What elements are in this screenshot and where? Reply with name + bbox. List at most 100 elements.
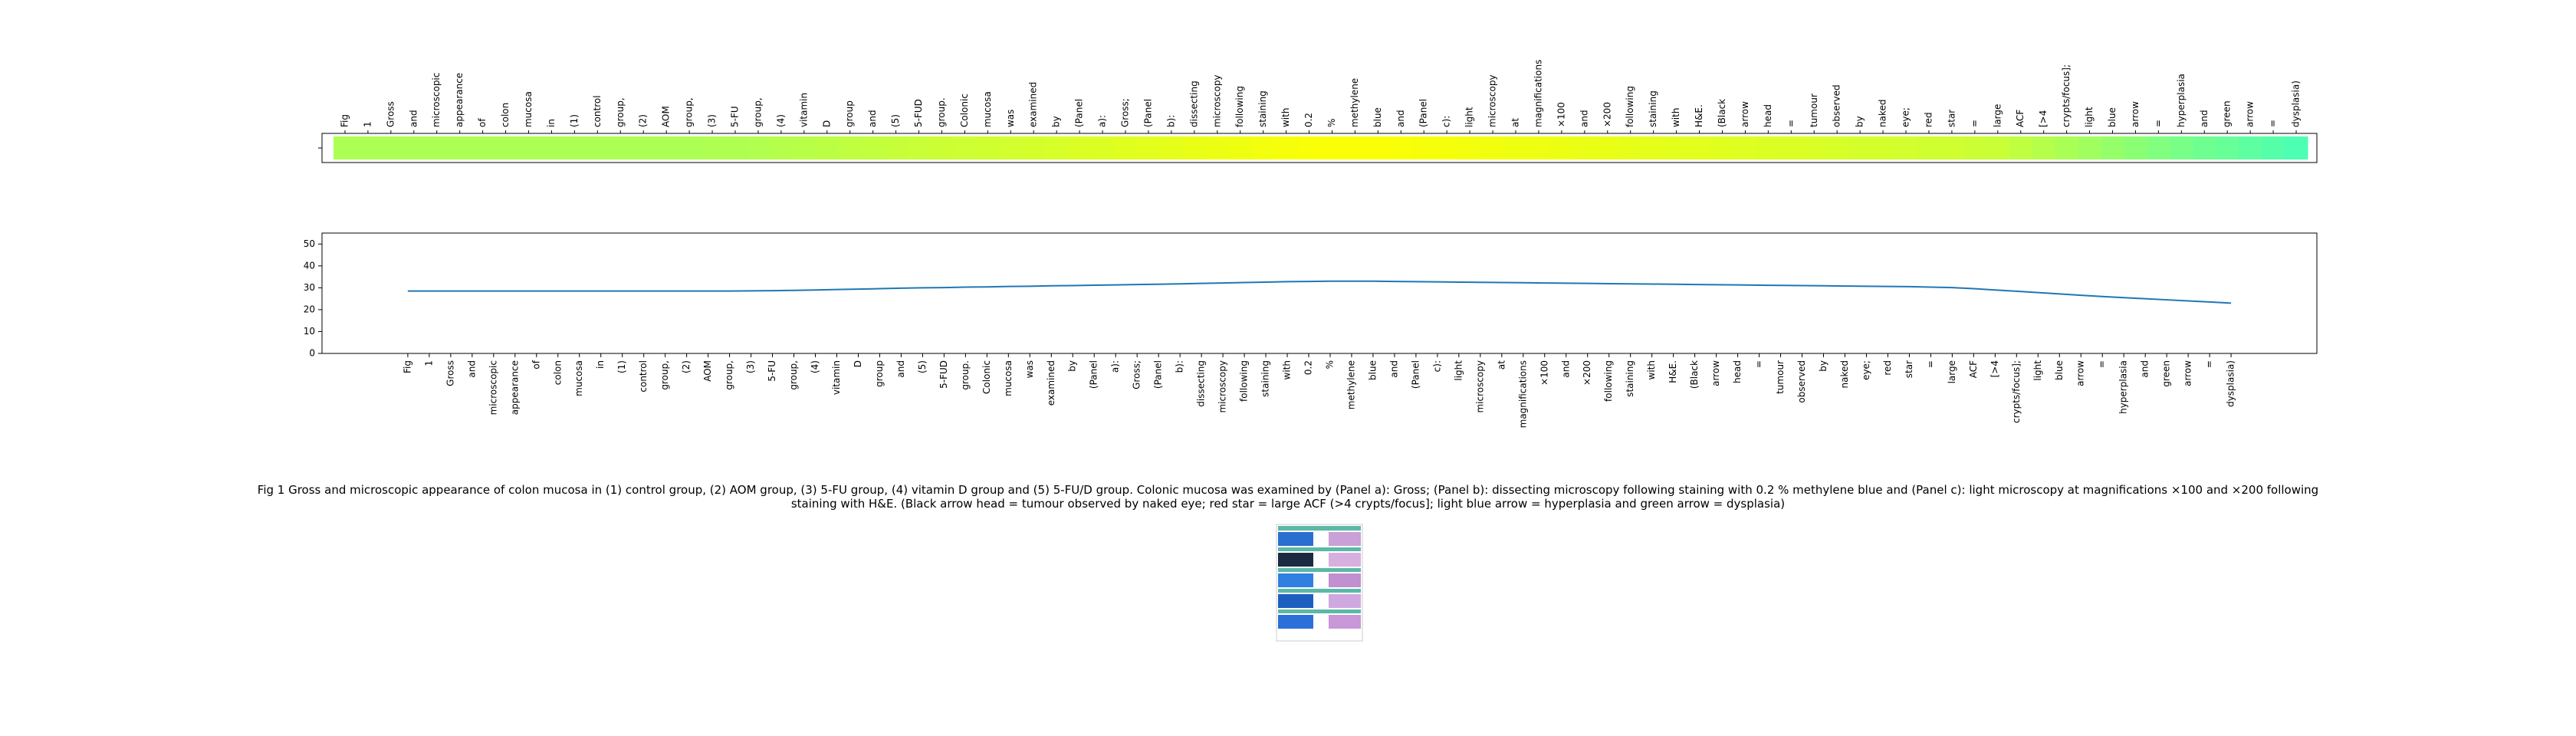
token-label: microscopic — [431, 73, 442, 127]
heat-cell — [334, 136, 357, 159]
token-label: group, — [752, 97, 763, 127]
heat-cell — [1205, 136, 1230, 159]
token-label: blue — [2107, 107, 2118, 127]
token-label: appearance — [509, 360, 520, 415]
heat-cell — [976, 136, 1000, 159]
heat-cell — [586, 136, 610, 159]
token-label: dissecting — [1188, 80, 1199, 127]
token-label: was — [1024, 360, 1035, 378]
token-label: staining — [1257, 90, 1268, 127]
axes-frame — [321, 232, 2318, 354]
token-label: in — [595, 360, 606, 369]
token-label: group — [874, 360, 885, 387]
heat-cell — [815, 136, 840, 159]
token-label: crypts/focus]; — [2061, 64, 2072, 127]
token-label: arrow — [2130, 101, 2141, 127]
token-label: at — [1496, 360, 1506, 370]
token-label: 1 — [423, 360, 434, 366]
token-label: red — [1923, 112, 1934, 127]
y-tick-label: 10 — [304, 326, 315, 337]
token-label: AOM — [702, 360, 713, 382]
token-label: (1) — [569, 114, 580, 127]
token-label: dysplasia) — [2291, 80, 2302, 127]
token-label: = — [1925, 360, 1936, 368]
token-label: % — [1324, 360, 1335, 369]
token-label: blue — [1372, 107, 1383, 127]
token-label: light — [2032, 360, 2043, 381]
heat-cell — [792, 136, 816, 159]
token-label: light — [1453, 360, 1464, 381]
token-label: with — [1671, 108, 1681, 127]
thumbnail — [1276, 524, 1363, 642]
heat-cell — [1963, 136, 1987, 159]
heat-cell — [379, 136, 403, 159]
heat-cell — [1091, 136, 1115, 159]
heat-cell — [678, 136, 702, 159]
heat-cell — [609, 136, 632, 159]
token-label: green — [2222, 100, 2233, 127]
token-label: Gross — [445, 360, 455, 386]
token-label: = — [1969, 120, 1980, 127]
token-label: red — [1882, 360, 1893, 376]
heat-cell — [1779, 136, 1803, 159]
token-label: % — [1326, 119, 1337, 127]
heat-cell — [1136, 136, 1161, 159]
heat-cell — [1114, 136, 1138, 159]
token-label: = — [1786, 120, 1796, 127]
token-label: and — [1395, 110, 1406, 127]
heat-cell — [1572, 136, 1597, 159]
heat-cell — [1366, 136, 1390, 159]
token-label: (2) — [681, 360, 692, 373]
token-label: and — [1560, 360, 1571, 378]
token-label: H&E. — [1694, 104, 1704, 127]
heat-cell — [1504, 136, 1528, 159]
heat-cell — [2262, 136, 2285, 159]
token-label: microscopic — [488, 360, 498, 415]
token-label: crypts/focus]; — [2011, 360, 2022, 423]
token-label: group, — [788, 360, 799, 390]
heat-cell — [1412, 136, 1436, 159]
token-label: tumour — [1809, 94, 1819, 127]
y-tick-label: 50 — [304, 238, 315, 249]
token-label: group. — [960, 360, 971, 390]
token-label: star — [1946, 110, 1957, 127]
token-label: a): — [1110, 360, 1121, 373]
heat-cell — [907, 136, 931, 159]
token-label: 5-FU — [767, 360, 777, 382]
heat-cell — [1343, 136, 1367, 159]
heat-cell — [1251, 136, 1276, 159]
token-label: control — [592, 95, 603, 127]
token-label: group — [844, 100, 855, 127]
heat-cell — [1894, 136, 1918, 159]
token-label: appearance — [454, 73, 465, 127]
y-tick-label: 40 — [304, 260, 315, 271]
heat-cell — [632, 136, 656, 159]
heat-cell — [953, 136, 977, 159]
token-label: of — [531, 360, 541, 369]
token-label: 0.2 — [1303, 360, 1314, 375]
token-label: control — [638, 360, 649, 393]
heat-cell — [1526, 136, 1551, 159]
token-label: D — [853, 360, 863, 367]
token-label: 5-FU — [729, 106, 740, 127]
token-label: 0.2 — [1303, 113, 1314, 127]
heat-cell — [1274, 136, 1299, 159]
heat-cell — [1182, 136, 1207, 159]
token-label: (Panel — [1074, 99, 1085, 127]
heat-cell — [1940, 136, 1964, 159]
token-label: and — [2140, 360, 2150, 378]
heat-cell — [471, 136, 495, 159]
heat-cell — [2285, 136, 2308, 159]
token-label: 5-FUD — [913, 99, 924, 127]
token-label: (Black — [1717, 99, 1727, 127]
heat-cell — [2101, 136, 2124, 159]
token-label: colon — [500, 103, 511, 127]
token-label: arrow — [2075, 360, 2086, 386]
token-label: ×100 — [1539, 360, 1549, 386]
token-label: hyperplasia — [2118, 360, 2129, 414]
token-label: microscopy — [1474, 360, 1485, 413]
heat-cell — [494, 136, 518, 159]
token-label: tumour — [1775, 360, 1786, 394]
token-label: = — [2204, 360, 2215, 368]
token-label: microscopy — [1211, 74, 1222, 127]
